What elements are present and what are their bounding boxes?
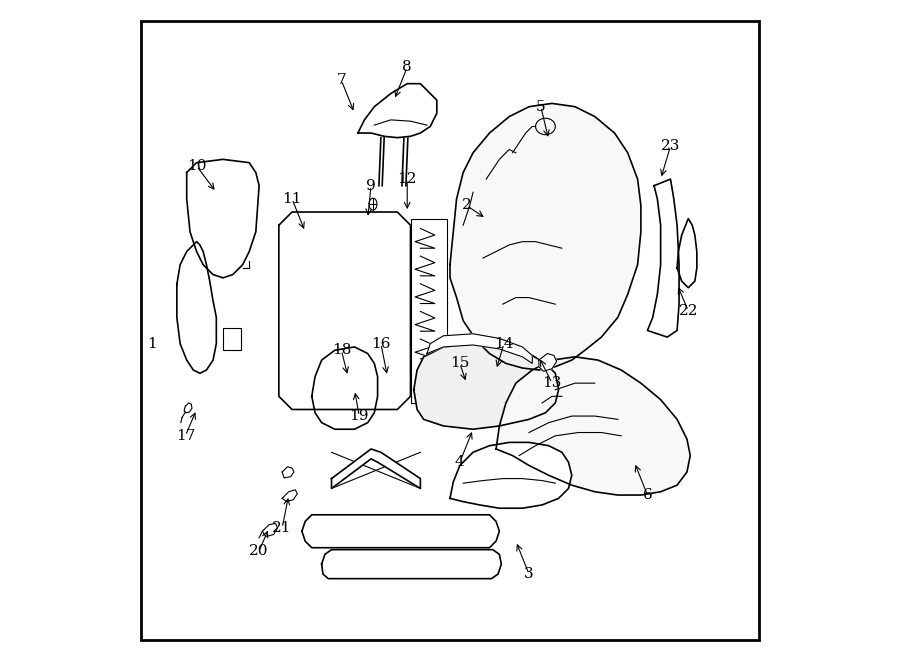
Polygon shape — [496, 357, 690, 495]
Polygon shape — [450, 103, 641, 370]
Text: 17: 17 — [176, 429, 195, 443]
Text: 6: 6 — [643, 488, 652, 502]
Text: 18: 18 — [332, 343, 351, 357]
Polygon shape — [427, 334, 532, 364]
Text: 22: 22 — [679, 304, 698, 318]
Text: 23: 23 — [661, 139, 680, 153]
Text: 9: 9 — [366, 178, 376, 193]
Text: 21: 21 — [273, 521, 292, 535]
Text: 20: 20 — [249, 544, 269, 558]
Polygon shape — [647, 179, 680, 337]
Bar — [223, 328, 241, 350]
Text: 5: 5 — [536, 100, 545, 114]
Text: 11: 11 — [283, 192, 302, 206]
Text: 12: 12 — [398, 172, 417, 186]
Text: 14: 14 — [494, 336, 514, 351]
Text: 4: 4 — [455, 455, 464, 469]
Text: 1: 1 — [148, 336, 157, 351]
Polygon shape — [321, 550, 501, 578]
Polygon shape — [279, 212, 410, 409]
Text: 15: 15 — [450, 356, 470, 370]
Text: 13: 13 — [543, 376, 562, 390]
Polygon shape — [331, 449, 420, 488]
Polygon shape — [414, 344, 559, 429]
Polygon shape — [283, 467, 294, 478]
Text: 16: 16 — [371, 336, 391, 351]
Polygon shape — [263, 524, 277, 537]
Text: 2: 2 — [462, 198, 472, 212]
Text: 7: 7 — [337, 73, 347, 87]
Polygon shape — [186, 159, 259, 278]
Polygon shape — [283, 490, 297, 502]
Text: 10: 10 — [187, 159, 206, 173]
Text: 19: 19 — [349, 409, 369, 423]
Polygon shape — [311, 347, 378, 429]
Polygon shape — [677, 219, 697, 288]
Text: 3: 3 — [524, 567, 534, 581]
Polygon shape — [539, 354, 556, 371]
Polygon shape — [176, 242, 216, 373]
Polygon shape — [450, 442, 572, 508]
Text: 8: 8 — [402, 60, 412, 74]
Polygon shape — [358, 84, 436, 137]
Polygon shape — [302, 515, 500, 548]
